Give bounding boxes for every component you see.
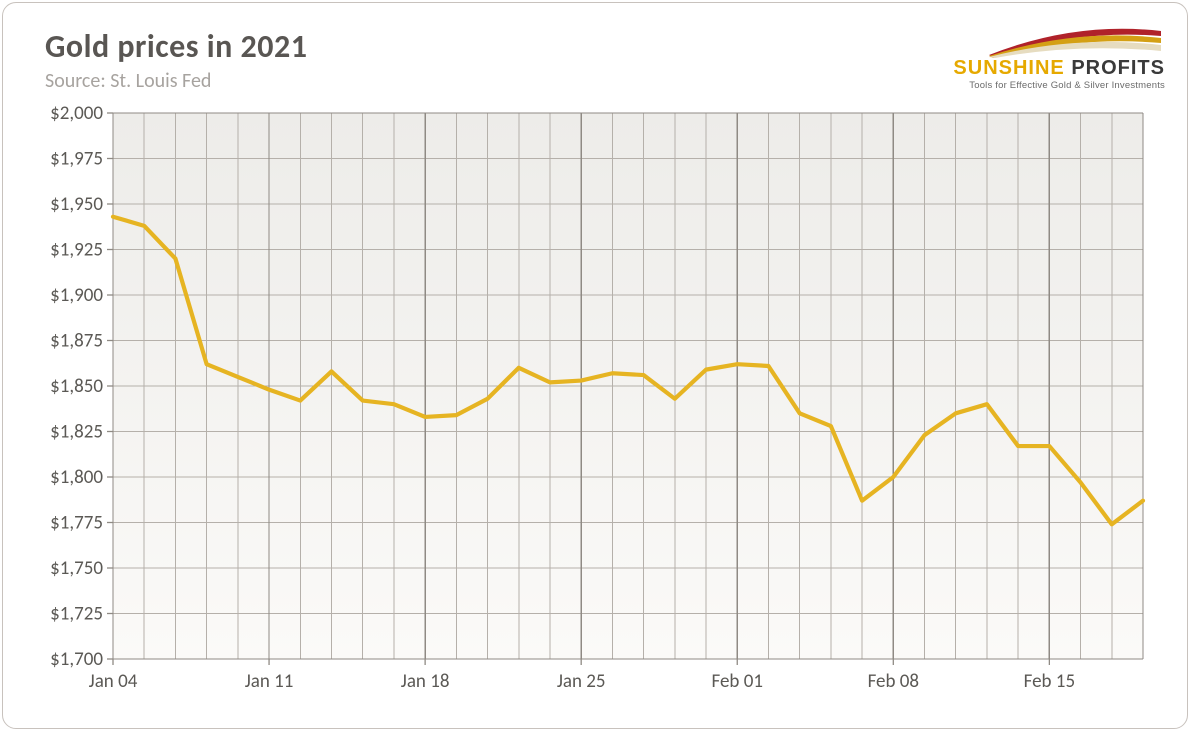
- x-axis-tick-label: Jan 18: [401, 670, 450, 693]
- y-axis-tick-label: $1,975: [50, 148, 103, 171]
- chart-title: Gold prices in 2021: [45, 27, 307, 66]
- brand-logo: SUNSHINE PROFITS Tools for Effective Gol…: [905, 25, 1165, 93]
- y-axis-tick-label: $1,875: [50, 330, 103, 353]
- chart-frame: Gold prices in 2021 Source: St. Louis Fe…: [2, 2, 1188, 729]
- x-axis-tick-label: Feb 01: [712, 670, 763, 693]
- x-axis-tick-label: Jan 25: [557, 670, 606, 693]
- y-axis-tick-label: $1,925: [50, 239, 103, 262]
- chart-subtitle: Source: St. Louis Fed: [45, 69, 211, 93]
- x-axis-tick-label: Feb 15: [1024, 670, 1075, 693]
- y-axis-tick-label: $1,700: [50, 648, 103, 671]
- y-axis-tick-label: $1,825: [50, 421, 103, 444]
- y-axis-tick-label: $1,775: [50, 512, 103, 535]
- y-axis-tick-label: $1,850: [50, 375, 103, 398]
- x-axis-tick-label: Jan 11: [245, 670, 294, 693]
- y-axis-tick-label: $1,750: [50, 557, 103, 580]
- logo-swoosh-icon: [985, 25, 1165, 59]
- x-axis-tick-label: Feb 08: [868, 670, 919, 693]
- y-axis-tick-label: $1,800: [50, 466, 103, 489]
- line-chart: $1,700 $1,725 $1,750 $1,775 $1,800 $1,825 $1,8…: [45, 103, 1155, 703]
- logo-brand-text: SUNSHINE PROFITS: [905, 57, 1165, 80]
- x-axis-tick-label: Jan 04: [89, 670, 138, 693]
- y-axis-tick-label: $1,950: [50, 193, 103, 216]
- y-axis-tick-label: $1,725: [50, 603, 103, 626]
- y-axis-tick-label: $2,000: [50, 103, 103, 125]
- logo-tagline: Tools for Effective Gold & Silver Invest…: [905, 80, 1165, 91]
- y-axis-tick-label: $1,900: [50, 284, 103, 307]
